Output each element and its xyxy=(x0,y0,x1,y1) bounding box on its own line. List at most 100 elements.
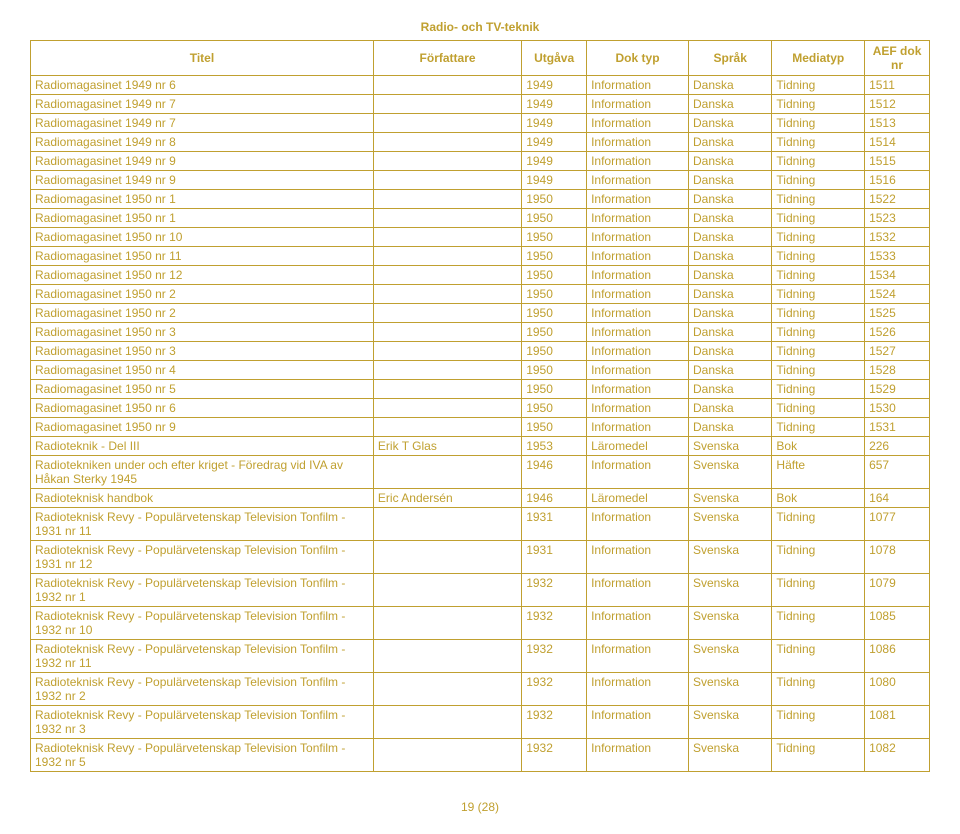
table-cell: 1950 xyxy=(522,209,587,228)
col-header-sprak: Språk xyxy=(689,41,772,76)
table-cell: Tidning xyxy=(772,133,865,152)
table-cell: 1950 xyxy=(522,228,587,247)
data-table: Titel Författare Utgåva Dok typ Språk Me… xyxy=(30,40,930,772)
table-cell: 1950 xyxy=(522,361,587,380)
table-cell: 1931 xyxy=(522,508,587,541)
table-cell: 1932 xyxy=(522,673,587,706)
table-cell: 1950 xyxy=(522,304,587,323)
table-cell: Radiomagasinet 1950 nr 3 xyxy=(31,342,374,361)
table-cell: Danska xyxy=(689,266,772,285)
table-cell: Information xyxy=(587,607,689,640)
table-row: Radioteknisk Revy - Populärvetenskap Tel… xyxy=(31,706,930,739)
table-cell: Svenska xyxy=(689,640,772,673)
table-cell: Information xyxy=(587,541,689,574)
table-cell: Danska xyxy=(689,114,772,133)
col-header-doknr: AEF dok nr xyxy=(865,41,930,76)
table-cell: Information xyxy=(587,285,689,304)
col-header-doktyp: Dok typ xyxy=(587,41,689,76)
table-cell: 1949 xyxy=(522,95,587,114)
table-cell: 1950 xyxy=(522,342,587,361)
table-row: Radiomagasinet 1950 nr 31950InformationD… xyxy=(31,342,930,361)
table-cell: Radioteknisk Revy - Populärvetenskap Tel… xyxy=(31,574,374,607)
table-cell: Svenska xyxy=(689,607,772,640)
table-row: Radiomagasinet 1949 nr 7 1949InformationD… xyxy=(31,114,930,133)
table-cell: Svenska xyxy=(689,508,772,541)
table-row: Radioteknisk Revy - Populärvetenskap Tel… xyxy=(31,673,930,706)
table-cell: 1533 xyxy=(865,247,930,266)
table-cell: 1946 xyxy=(522,489,587,508)
table-cell: Information xyxy=(587,361,689,380)
table-row: Radiomagasinet 1950 nr 121950Information… xyxy=(31,266,930,285)
table-cell: Information xyxy=(587,114,689,133)
table-cell: Danska xyxy=(689,304,772,323)
table-cell: Danska xyxy=(689,418,772,437)
page-title: Radio- och TV-teknik xyxy=(30,20,930,34)
table-cell: 1932 xyxy=(522,706,587,739)
table-cell: 1078 xyxy=(865,541,930,574)
table-row: Radioteknik - Del IIIErik T Glas1953Läro… xyxy=(31,437,930,456)
table-row: Radioteknisk handbokEric Andersén1946Lär… xyxy=(31,489,930,508)
table-cell: Bok xyxy=(772,437,865,456)
table-cell: Danska xyxy=(689,380,772,399)
table-cell: Tidning xyxy=(772,323,865,342)
table-cell: Radioteknisk Revy - Populärvetenskap Tel… xyxy=(31,541,374,574)
table-cell: Tidning xyxy=(772,171,865,190)
table-cell xyxy=(373,456,521,489)
table-cell: Danska xyxy=(689,361,772,380)
table-cell: 657 xyxy=(865,456,930,489)
table-cell: Radiomagasinet 1950 nr 9 xyxy=(31,418,374,437)
table-cell: Information xyxy=(587,673,689,706)
table-row: Radioteknisk Revy - Populärvetenskap Tel… xyxy=(31,574,930,607)
table-cell: Tidning xyxy=(772,508,865,541)
table-cell xyxy=(373,541,521,574)
table-cell: Radiomagasinet 1950 nr 5 xyxy=(31,380,374,399)
table-cell: Tidning xyxy=(772,190,865,209)
table-cell: 1511 xyxy=(865,76,930,95)
table-cell xyxy=(373,133,521,152)
table-cell: 1528 xyxy=(865,361,930,380)
table-cell xyxy=(373,323,521,342)
table-cell: Radiomagasinet 1950 nr 11 xyxy=(31,247,374,266)
table-cell: Danska xyxy=(689,209,772,228)
table-cell: Radioteknisk Revy - Populärvetenskap Tel… xyxy=(31,508,374,541)
table-cell: Tidning xyxy=(772,640,865,673)
table-cell: Tidning xyxy=(772,228,865,247)
table-cell: Danska xyxy=(689,171,772,190)
table-cell: 1534 xyxy=(865,266,930,285)
col-header-titel: Titel xyxy=(31,41,374,76)
table-cell: Svenska xyxy=(689,706,772,739)
table-cell: Tidning xyxy=(772,247,865,266)
table-row: Radiomagasinet 1950 nr 51950InformationD… xyxy=(31,380,930,399)
table-cell: Danska xyxy=(689,399,772,418)
table-row: Radiotekniken under och efter kriget - F… xyxy=(31,456,930,489)
table-cell xyxy=(373,304,521,323)
table-cell: Tidning xyxy=(772,607,865,640)
table-cell: Radiotekniken under och efter kriget - F… xyxy=(31,456,374,489)
table-cell xyxy=(373,209,521,228)
table-cell: 1932 xyxy=(522,640,587,673)
table-cell: Svenska xyxy=(689,456,772,489)
table-cell: Danska xyxy=(689,228,772,247)
table-cell: Tidning xyxy=(772,541,865,574)
table-cell xyxy=(373,266,521,285)
table-cell: Information xyxy=(587,171,689,190)
table-cell: Tidning xyxy=(772,285,865,304)
table-cell: Radiomagasinet 1949 nr 7 xyxy=(31,114,374,133)
table-cell: 1949 xyxy=(522,114,587,133)
table-cell: Information xyxy=(587,209,689,228)
table-cell xyxy=(373,380,521,399)
table-cell: Häfte xyxy=(772,456,865,489)
table-row: Radioteknisk Revy - Populärvetenskap Tel… xyxy=(31,607,930,640)
table-cell xyxy=(373,114,521,133)
table-cell: Radiomagasinet 1949 nr 9 xyxy=(31,152,374,171)
table-cell: Danska xyxy=(689,133,772,152)
table-cell xyxy=(373,399,521,418)
table-cell: 1532 xyxy=(865,228,930,247)
table-cell: Information xyxy=(587,266,689,285)
table-cell: 1512 xyxy=(865,95,930,114)
table-row: Radiomagasinet 1950 nr 61950InformationD… xyxy=(31,399,930,418)
table-cell: 1950 xyxy=(522,380,587,399)
table-cell: Tidning xyxy=(772,706,865,739)
table-row: Radiomagasinet 1949 nr 91949InformationD… xyxy=(31,152,930,171)
table-cell: 1077 xyxy=(865,508,930,541)
